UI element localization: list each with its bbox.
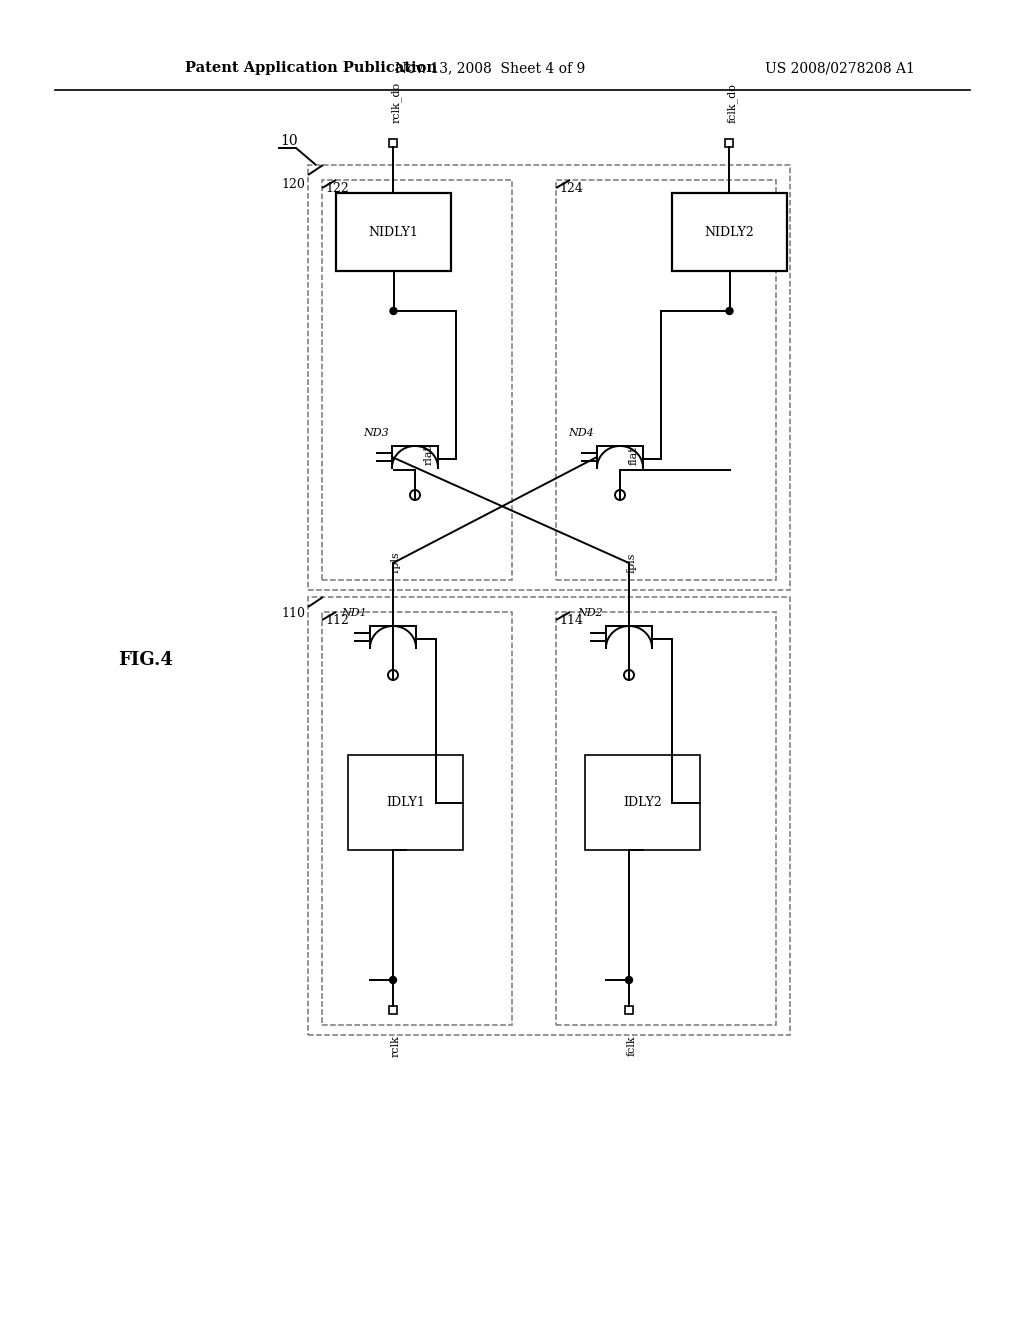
Bar [336,193,451,271]
Text: flat: flat [629,446,639,465]
Text: US 2008/0278208 A1: US 2008/0278208 A1 [765,61,914,75]
Text: rclk: rclk [391,1035,401,1057]
Text: FIG.4: FIG.4 [118,651,173,669]
Bar [322,180,512,579]
Text: ND1: ND1 [341,609,367,618]
Text: ND2: ND2 [578,609,603,618]
Text: NIDLY1: NIDLY1 [369,226,419,239]
Text: 10: 10 [280,135,298,148]
Text: rclk_do: rclk_do [390,82,401,123]
Text: 120: 120 [282,178,305,191]
Text: 114: 114 [559,614,583,627]
Bar [308,597,790,1035]
Circle shape [626,977,633,983]
Bar [348,755,463,850]
Text: Nov. 13, 2008  Sheet 4 of 9: Nov. 13, 2008 Sheet 4 of 9 [395,61,585,75]
Text: IDLY1: IDLY1 [386,796,425,809]
Text: fclk: fclk [627,1035,637,1056]
Text: IDLY2: IDLY2 [624,796,662,809]
Circle shape [726,308,733,314]
Text: ND4: ND4 [568,428,594,438]
Bar [556,180,776,579]
Text: fclk_do: fclk_do [727,83,737,123]
Bar [322,612,512,1026]
Text: NIDLY2: NIDLY2 [705,226,755,239]
Bar [556,612,776,1026]
Bar [585,755,700,850]
Circle shape [389,977,396,983]
Text: rlat: rlat [424,445,434,465]
Text: 112: 112 [325,614,349,627]
Text: 110: 110 [281,607,305,620]
Bar [389,1006,397,1014]
Bar [625,1006,633,1014]
Bar [725,139,733,147]
Text: Patent Application Publication: Patent Application Publication [185,61,437,75]
Text: ND3: ND3 [364,428,389,438]
Circle shape [390,308,397,314]
Bar [389,139,397,147]
Bar [308,165,790,590]
Text: 122: 122 [325,182,349,195]
Text: fpls: fpls [627,553,637,573]
Text: rpls: rpls [391,552,401,573]
Bar [672,193,787,271]
Text: 124: 124 [559,182,583,195]
